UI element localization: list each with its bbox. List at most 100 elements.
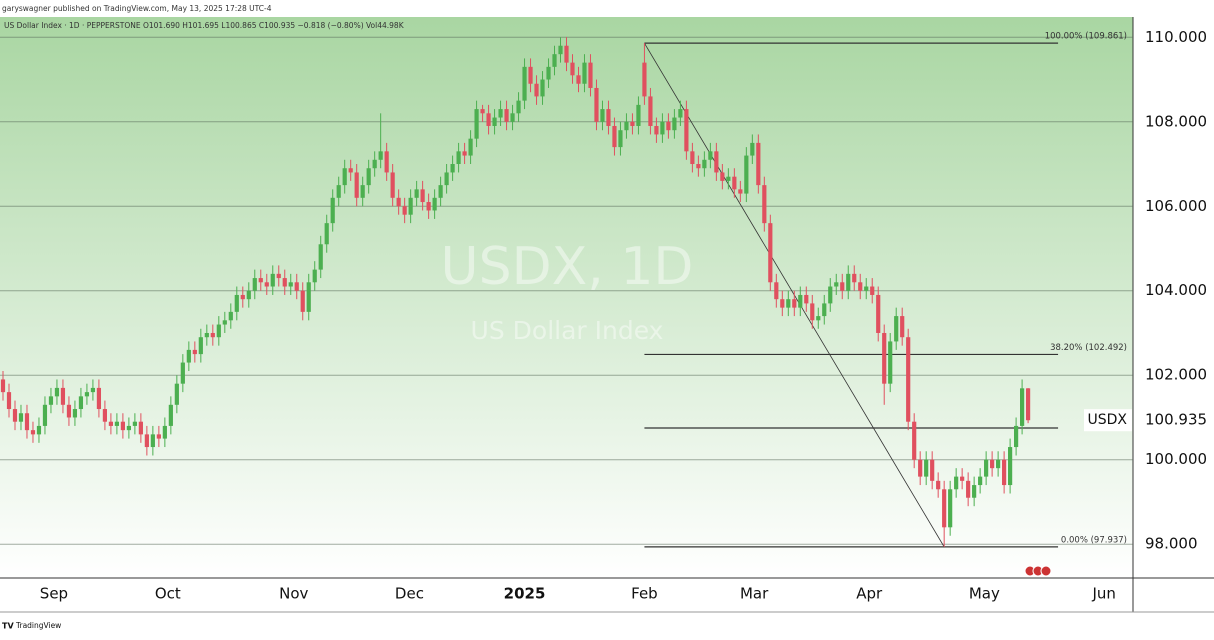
candle-body <box>678 109 683 118</box>
candle-body <box>756 142 761 186</box>
header: garyswagner published on TradingView.com… <box>2 4 272 13</box>
candle-body <box>24 413 30 431</box>
candle-body <box>408 197 413 215</box>
x-tick-label: Feb <box>631 585 658 603</box>
candle-body <box>300 290 305 312</box>
candle-body <box>750 142 755 156</box>
candle-body <box>456 151 461 165</box>
candle-body <box>936 480 941 490</box>
candle-body <box>1002 459 1007 486</box>
y-tick-label: 102.000 <box>1145 366 1207 384</box>
candle-body <box>264 282 269 287</box>
candle-body <box>912 421 917 460</box>
candle-body <box>990 459 995 469</box>
candle-body <box>1025 388 1031 421</box>
candle-body <box>972 485 977 498</box>
candle-body <box>732 176 737 190</box>
candle-body <box>294 282 299 291</box>
candle-body <box>1014 425 1019 448</box>
candle-body <box>210 332 215 338</box>
candle-body <box>462 151 467 156</box>
candle-body <box>534 83 539 97</box>
candle-body <box>828 286 833 304</box>
candle-body <box>336 185 341 198</box>
candle-body <box>12 409 18 422</box>
candle-body <box>984 459 989 477</box>
candle-body <box>1019 388 1025 426</box>
candle-body <box>630 121 635 126</box>
candle-body <box>126 425 131 431</box>
candle-body <box>480 109 485 114</box>
candle-body <box>906 337 911 422</box>
candle-body <box>786 299 791 308</box>
flag-icons <box>1024 565 1052 577</box>
candle-body <box>504 109 509 122</box>
candle-body <box>108 421 114 426</box>
candle-body <box>222 320 227 325</box>
candle-body <box>318 244 323 270</box>
y-tick-label: 100.000 <box>1145 450 1207 468</box>
candle-body <box>342 168 347 186</box>
footer-logo: TV <box>2 622 14 631</box>
candle-body <box>144 434 149 448</box>
x-tick-label: Mar <box>740 585 769 603</box>
candle-body <box>864 286 869 291</box>
candle-body <box>798 294 803 308</box>
candle-body <box>120 421 125 431</box>
candle-body <box>768 223 773 283</box>
candle-body <box>180 362 185 384</box>
candle-body <box>978 476 983 486</box>
legend-line: US Dollar Index · 1D · PEPPERSTONE O101.… <box>4 21 405 30</box>
candle-body <box>882 332 887 384</box>
candle-body <box>0 379 6 393</box>
candle-body <box>156 434 161 439</box>
fib-label: 100.00% (109.861) <box>1045 32 1127 42</box>
symbol-label: USDX <box>1087 412 1127 428</box>
price-box <box>1134 409 1214 432</box>
candle-body <box>762 185 767 224</box>
candle-body <box>996 459 1001 469</box>
candle-body <box>426 202 431 211</box>
candle-body <box>696 164 701 169</box>
candle-body <box>876 294 881 333</box>
x-tick-label: Nov <box>279 585 308 603</box>
candle-body <box>414 189 419 198</box>
candle-body <box>642 62 647 97</box>
x-tick-label: May <box>969 585 1000 603</box>
candle-body <box>228 311 233 321</box>
candle-body <box>672 117 677 131</box>
candle-body <box>612 125 617 148</box>
candle-body <box>114 421 119 426</box>
x-tick-label: Sep <box>40 585 68 603</box>
candle-body <box>960 476 965 481</box>
fib-label: 0.00% (97.937) <box>1061 535 1127 545</box>
candle-body <box>870 286 875 295</box>
candle-body <box>834 282 839 287</box>
candle-body <box>384 151 389 173</box>
candle-body <box>894 316 899 342</box>
candle-body <box>600 109 605 122</box>
candle-body <box>432 197 437 211</box>
candle-body <box>216 324 221 338</box>
candle-body <box>240 294 245 300</box>
y-tick-label: 106.000 <box>1145 197 1207 215</box>
symbol-box <box>1084 409 1132 432</box>
candle-body <box>966 480 971 498</box>
candle-body <box>576 75 581 84</box>
candle-body <box>684 109 689 152</box>
candle-body <box>720 172 725 181</box>
candle-body <box>174 383 179 405</box>
candle-body <box>198 337 203 355</box>
candle-body <box>606 109 611 126</box>
candle-body <box>738 189 743 194</box>
candle-body <box>708 151 713 160</box>
candle-body <box>858 282 863 291</box>
candle-body <box>450 164 455 173</box>
candle-body <box>276 273 281 279</box>
candle-body <box>498 109 503 118</box>
candle-body <box>468 138 473 156</box>
x-tick-label: Apr <box>856 585 883 603</box>
candle-body <box>816 316 821 321</box>
candle-body <box>18 413 24 422</box>
